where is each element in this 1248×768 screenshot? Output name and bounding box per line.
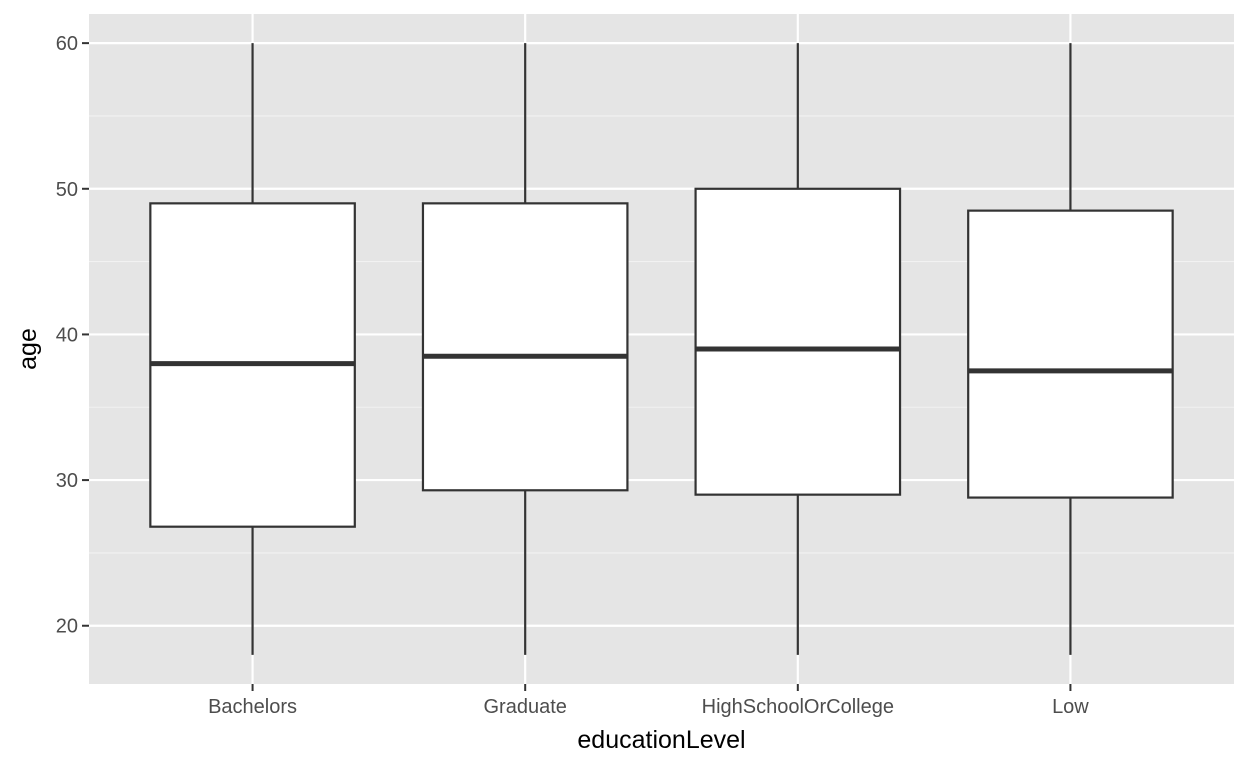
y-axis-title: age [14, 328, 42, 370]
y-tick-label: 40 [56, 324, 78, 346]
x-tick-label: HighSchoolOrCollege [702, 696, 894, 718]
y-axis: 20 30 40 50 60 [56, 33, 89, 638]
y-tick-label: 50 [56, 179, 78, 201]
x-axis-title: educationLevel [577, 726, 745, 754]
x-axis: Bachelors Graduate HighSchoolOrCollege Low [208, 684, 1089, 718]
y-tick-label: 20 [56, 616, 78, 638]
x-tick-label: Bachelors [208, 696, 297, 718]
y-tick-label: 30 [56, 470, 78, 492]
box-iqr [694, 187, 902, 496]
y-tick-label: 60 [56, 33, 78, 55]
boxes-layer [149, 43, 1174, 655]
box-iqr [421, 202, 629, 492]
box-bachelors [149, 43, 356, 655]
x-tick-label: Graduate [483, 696, 566, 718]
box-highschoolorcollege [694, 43, 902, 655]
box-iqr [967, 209, 1174, 499]
box-low [967, 43, 1174, 655]
x-tick-label: Low [1052, 696, 1089, 718]
box-graduate [421, 43, 629, 655]
